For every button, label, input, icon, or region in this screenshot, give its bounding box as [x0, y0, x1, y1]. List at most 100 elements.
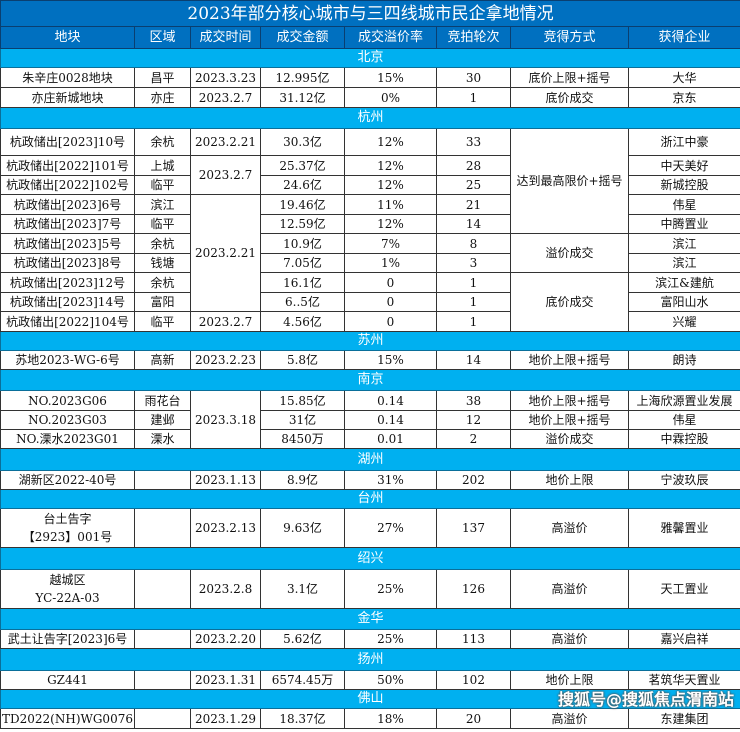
cell-method: 底价上限+摇号 [510, 67, 629, 88]
cell-plot: 杭政储出[2023]14号 [0, 292, 135, 312]
table-row: GZ441 2023.1.31 6574.45万 50% 102 地价上限 茗筑华天置业 [0, 670, 740, 690]
cell-method: 达到最高限价+摇号 [510, 128, 629, 234]
cell-rounds: 28 [436, 155, 511, 176]
cell-plot: 杭政储出[2022]104号 [0, 311, 135, 332]
table-row: 苏地2023-WG-6号 高新 2023.2.23 5.8亿 15% 14 地价上限+摇号朗… [0, 350, 740, 370]
cell-district [134, 670, 191, 690]
section-row: 杭州 [0, 107, 740, 129]
header-plot: 地块 [0, 26, 135, 49]
cell-method: 高溢价 [510, 629, 629, 649]
cell-premium: 15% [344, 67, 437, 88]
section-city: 佛山 [0, 689, 740, 709]
cell-plot: 杭政储出[2023]5号 [0, 233, 135, 254]
cell-district: 亦庄 [134, 87, 191, 108]
cell-plot: 苏地2023-WG-6号 [0, 350, 135, 370]
cell-company: 天工置业 [627, 569, 740, 609]
cell-method: 地价上限+摇号 [510, 390, 629, 411]
cell-amount: 8.9亿 [260, 470, 345, 490]
section-city: 北京 [0, 48, 740, 68]
section-city: 台州 [0, 489, 740, 509]
cell-rounds: 33 [436, 128, 511, 156]
cell-method: 溢价成交 [510, 429, 629, 449]
section-row: 南京 [0, 369, 740, 391]
table-row: 越城区 YC-22A-03 2023.2.8 3.1亿 25% 126 高溢价 天工置业 [0, 569, 740, 609]
cell-method: 高溢价 [510, 508, 629, 548]
table-row: NO.溧水2023G01 溧水 8450万 0.01 2 溢价成交 中霖控股 [0, 429, 740, 449]
section-row: 金华 [0, 608, 740, 630]
cell-premium: 27% [344, 508, 437, 548]
cell-date: 2023.2.13 [190, 508, 261, 548]
cell-premium: 0.14 [344, 410, 437, 430]
cell-plot: 杭政储出[2023]7号 [0, 214, 135, 234]
section-row: 扬州 [0, 648, 740, 671]
table-row: 武土让告字[2023]6号 2023.2.20 5.62亿 25% 113 高溢价 嘉兴启祥 [0, 629, 740, 649]
cell-plot: 朱辛庄0028地块 [0, 67, 135, 88]
cell-rounds: 2 [436, 429, 511, 449]
cell-rounds: 38 [436, 390, 511, 411]
cell-premium: 25% [344, 569, 437, 609]
cell-method: 高溢价 [510, 569, 629, 609]
cell-rounds: 113 [436, 629, 511, 649]
cell-district: 雨花台 [134, 390, 191, 411]
cell-premium: 0.14 [344, 390, 437, 411]
cell-plot: NO.溧水2023G01 [0, 429, 135, 449]
table-row: 杭政储出[2023]7号 临平 12.59亿 12% 14 中腾置业 [0, 214, 740, 234]
table-row: 杭政储出[2023]8号 钱塘 7.05亿 1% 3 滨江 [0, 253, 740, 273]
cell-date: 2023.2.21 [190, 194, 261, 312]
section-row: 台州 [0, 489, 740, 509]
cell-date: 2023.2.21 [190, 128, 261, 156]
cell-company: 大华 [627, 67, 740, 88]
header-rounds: 竞拍轮次 [436, 26, 511, 49]
cell-premium: 7% [344, 233, 437, 254]
cell-district: 余杭 [134, 128, 191, 156]
cell-amount: 18.37亿 [260, 708, 345, 729]
cell-amount: 19.46亿 [260, 194, 345, 215]
cell-method: 溢价成交 [510, 233, 629, 273]
section-row: 苏州 [0, 331, 740, 351]
cell-premium: 1% [344, 253, 437, 273]
cell-plot: 杭政储出[2023]10号 [0, 128, 135, 156]
cell-plot: 杭政储出[2023]8号 [0, 253, 135, 273]
cell-premium: 11% [344, 194, 437, 215]
cell-district: 富阳 [134, 292, 191, 312]
cell-company: 朗诗 [627, 350, 740, 370]
cell-company: 富阳山水 [627, 292, 740, 312]
cell-date: 2023.1.29 [190, 708, 261, 729]
cell-district [134, 508, 191, 548]
cell-company: 中霖控股 [627, 429, 740, 449]
cell-rounds: 21 [436, 194, 511, 215]
header-amount: 成交金额 [260, 26, 345, 49]
section-city: 湖州 [0, 448, 740, 471]
cell-premium: 0% [344, 87, 437, 108]
cell-method: 地价上限+摇号 [510, 410, 629, 430]
cell-amount: 6574.45万 [260, 670, 345, 690]
cell-rounds: 1 [436, 311, 511, 332]
header-premium: 成交溢价率 [344, 26, 437, 49]
section-row: 绍兴 [0, 547, 740, 570]
cell-company: 京东 [627, 87, 740, 108]
cell-plot: 杭政储出[2022]101号 [0, 155, 135, 176]
cell-date: 2023.2.7 [190, 155, 261, 195]
table-row: 亦庄新城地块 亦庄 2023.2.7 31.12亿 0% 1 底价成交 京东 [0, 87, 740, 108]
cell-premium: 12% [344, 175, 437, 195]
cell-plot: NO.2023G03 [0, 410, 135, 430]
cell-company: 伟星 [627, 194, 740, 215]
cell-company: 中腾置业 [627, 214, 740, 234]
table-row: 杭政储出[2022]102号 临平 24.6亿 12% 25 新城控股 [0, 175, 740, 195]
cell-company: 兴耀 [627, 311, 740, 332]
cell-premium: 0 [344, 292, 437, 312]
cell-rounds: 202 [436, 470, 511, 490]
cell-district [134, 708, 191, 729]
table-row: 杭政储出[2023]12号 余杭 16.1亿 0 1 底价成交 滨江&建航 [0, 272, 740, 332]
section-city: 苏州 [0, 331, 740, 351]
table-row: 杭政储出[2023]14号 富阳 6..5亿 0 1 富阳山水 [0, 292, 740, 312]
cell-plot: 杭政储出[2023]12号 [0, 272, 135, 293]
cell-rounds: 1 [436, 292, 511, 312]
cell-district [134, 569, 191, 609]
header-company: 获得企业 [627, 26, 740, 49]
section-city: 绍兴 [0, 547, 740, 570]
table-title: 2023年部分核心城市与三四线城市民企拿地情况 [0, 0, 740, 27]
section-city: 金华 [0, 608, 740, 630]
header-method: 竞得方式 [510, 26, 629, 49]
cell-date: 2023.1.13 [190, 470, 261, 490]
